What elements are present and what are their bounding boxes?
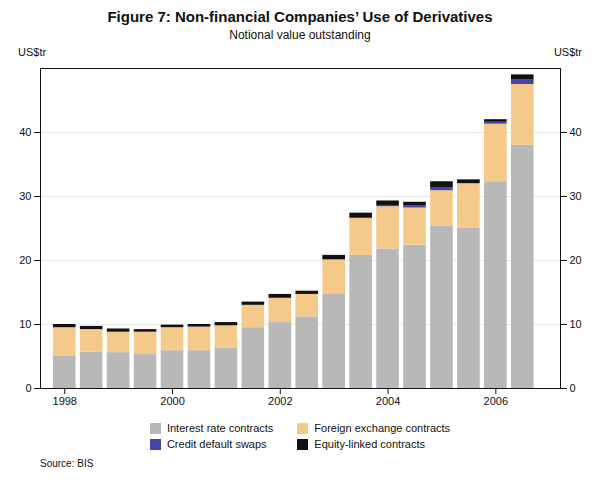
- html-text:Foreign exchange contracts: Foreign exchange contracts: [314, 422, 451, 434]
- svg-text:1998: 1998: [53, 395, 77, 407]
- svg-text:2000: 2000: [160, 395, 184, 407]
- svg-text:30: 30: [19, 190, 31, 202]
- html-text:Notional value outstanding: Notional value outstanding: [229, 28, 371, 42]
- html-text:US$tr: US$tr: [553, 46, 582, 58]
- svg-text:20: 20: [19, 254, 31, 266]
- svg-text:0: 0: [570, 382, 576, 394]
- svg-text:0: 0: [25, 382, 31, 394]
- svg-text:2002: 2002: [268, 395, 292, 407]
- html-text:Source: BIS: Source: BIS: [40, 458, 94, 469]
- html-text:Figure 7: Non-financial Compan: Figure 7: Non-financial Companies’ Use o…: [107, 8, 493, 25]
- html-text:US$tr: US$tr: [18, 46, 47, 58]
- svg-text:40: 40: [19, 126, 31, 138]
- svg-text:30: 30: [570, 190, 582, 202]
- svg-text:2004: 2004: [376, 395, 400, 407]
- html-text:Equity-linked contracts: Equity-linked contracts: [314, 438, 425, 450]
- svg-text:10: 10: [570, 318, 582, 330]
- svg-text:40: 40: [570, 126, 582, 138]
- svg-text:20: 20: [570, 254, 582, 266]
- svg-text:10: 10: [19, 318, 31, 330]
- svg-text:2006: 2006: [484, 395, 508, 407]
- html-text:Interest rate contracts: Interest rate contracts: [166, 422, 274, 434]
- html-text:Credit default swaps: Credit default swaps: [166, 438, 267, 450]
